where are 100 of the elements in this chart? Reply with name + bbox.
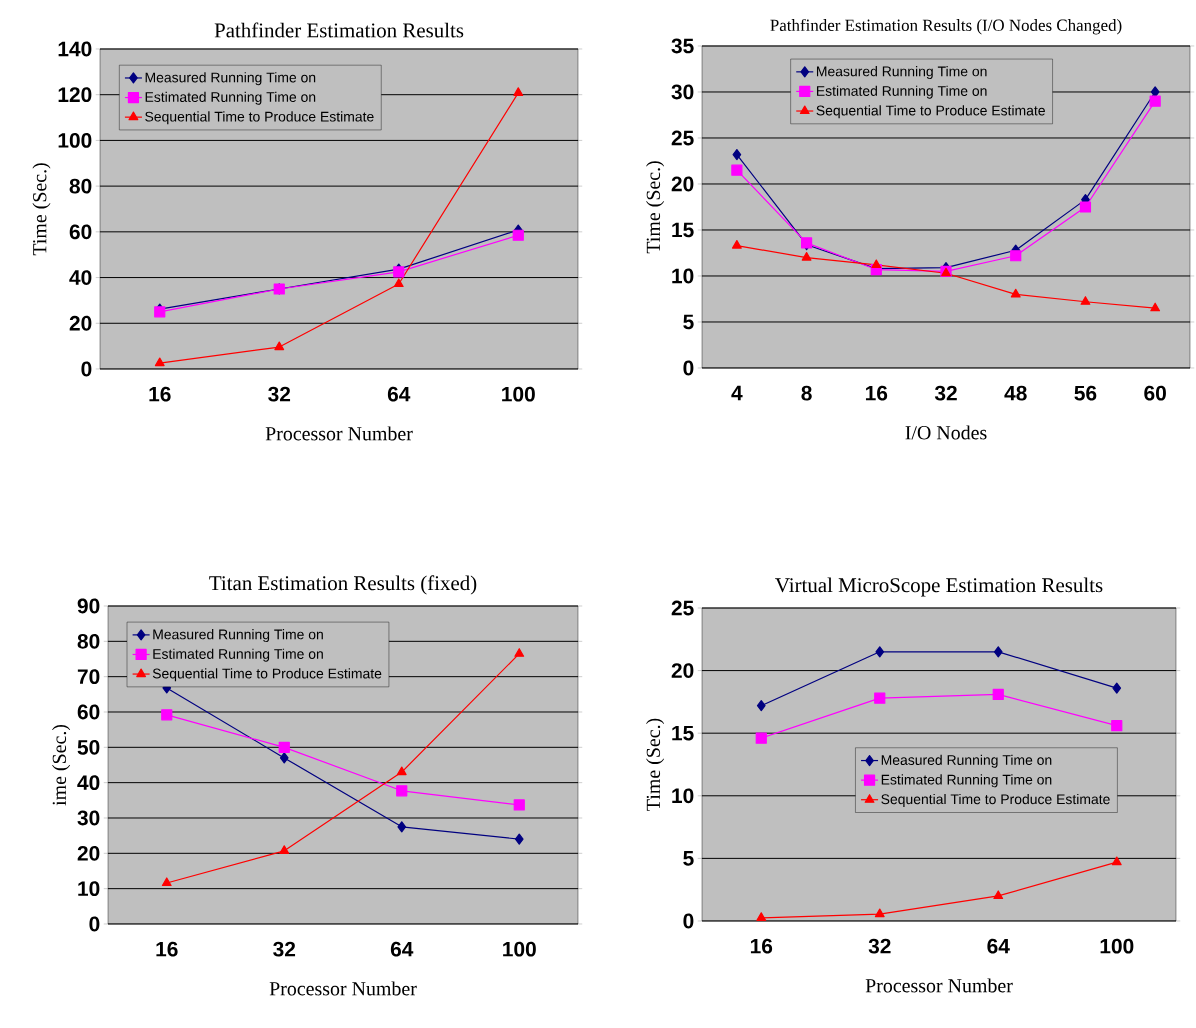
legend-label: Estimated Running Time on [153, 648, 323, 662]
point [513, 87, 524, 96]
y-tick-label: 140 [58, 41, 92, 57]
point [993, 890, 1004, 900]
x-tick-label: 16 [156, 941, 178, 957]
point [874, 692, 886, 704]
y-tick-label: 10 [672, 268, 694, 284]
y-tick-label: 25 [671, 130, 694, 146]
point [1150, 302, 1161, 312]
point [514, 648, 525, 657]
y-tick-label: 5 [683, 314, 694, 330]
point [1111, 720, 1123, 732]
y-tick-label: 5 [683, 851, 694, 866]
y-tick-label: 10 [672, 788, 694, 804]
x-tick-label: 16 [149, 386, 171, 402]
point [279, 845, 290, 854]
x-tick-label: 16 [865, 385, 888, 401]
x-axis-title: I/O Nodes [905, 425, 987, 440]
legend-label: Measured Running Time on [145, 72, 316, 86]
y-axis-title: Time (Sec.) [646, 718, 665, 811]
point [514, 833, 524, 845]
y-tick-label: 15 [672, 725, 694, 741]
point [396, 766, 407, 776]
point [731, 164, 743, 176]
point [993, 646, 1003, 658]
point [732, 148, 742, 161]
y-tick-label: 30 [77, 810, 100, 826]
point [161, 709, 173, 721]
chart-title: Pathfinder Estimation Results (I/O Nodes Changed) [770, 18, 1122, 35]
point [397, 821, 407, 833]
legend-label: Measured Running Time on [881, 754, 1052, 768]
point [756, 912, 767, 921]
legend-label: Measured Running Time on [153, 629, 323, 643]
point [992, 688, 1004, 700]
point [1080, 296, 1091, 305]
chart-title: Pathfinder Estimation Results [214, 22, 464, 38]
y-tick-label: 60 [69, 224, 92, 240]
x-tick-label: 100 [502, 386, 535, 402]
y-tick-label: 15 [672, 222, 694, 238]
y-tick-label: 50 [77, 739, 100, 755]
x-axis-title: Processor Number [269, 981, 417, 996]
point [755, 732, 767, 744]
x-tick-label: 64 [390, 941, 414, 957]
y-tick-label: 30 [671, 84, 694, 100]
x-tick-label: 100 [1100, 938, 1134, 954]
legend-label: Sequential Time to Produce Estimate [816, 105, 1045, 119]
y-tick-label: 20 [69, 315, 92, 331]
legend-label: Sequential Time to Produce Estimate [152, 668, 382, 682]
x-tick-label: 16 [750, 938, 773, 954]
x-tick-label: 8 [801, 385, 812, 401]
y-tick-label: 100 [58, 133, 92, 148]
y-tick-label: 0 [89, 916, 100, 932]
y-tick-label: 120 [58, 87, 92, 103]
point [1150, 86, 1160, 98]
x-tick-label: 4 [731, 385, 743, 401]
y-tick-label: 20 [77, 845, 100, 861]
point [1112, 682, 1122, 694]
point [278, 741, 290, 753]
point [513, 799, 525, 811]
chart-title: Virtual MicroScope Estimation Results [775, 577, 1103, 597]
point [1079, 201, 1092, 213]
x-axis-title: Processor Number [865, 978, 1013, 993]
x-tick-label: 100 [503, 941, 536, 957]
point [731, 240, 742, 249]
y-tick-label: 80 [69, 178, 92, 194]
x-tick-label: 60 [1144, 385, 1166, 401]
point [1111, 856, 1122, 866]
point [756, 700, 766, 712]
legend-label: Estimated Running Time on [881, 774, 1052, 788]
y-tick-label: 20 [671, 176, 694, 192]
chart-title: Titan Estimation Results (fixed) [209, 575, 477, 595]
y-tick-label: 20 [671, 663, 694, 678]
x-tick-label: 32 [868, 938, 891, 954]
point [874, 908, 885, 918]
point [512, 229, 524, 241]
point [871, 259, 882, 269]
x-axis-title: Processor Number [265, 426, 413, 441]
point [1149, 95, 1161, 107]
point [1010, 250, 1022, 262]
point [154, 357, 165, 367]
y-tick-label: 10 [78, 881, 100, 897]
point [396, 785, 408, 797]
y-axis-title: Time (Sec.) [32, 163, 51, 256]
y-tick-label: 40 [77, 775, 100, 791]
x-tick-label: 32 [934, 385, 957, 401]
point [393, 278, 404, 288]
y-tick-label: 35 [671, 38, 694, 54]
point [161, 877, 172, 887]
point [274, 341, 285, 351]
y-tick-label: 70 [77, 669, 100, 685]
y-tick-label: 40 [69, 270, 92, 285]
x-tick-label: 48 [1004, 385, 1027, 401]
y-axis-title: Time (Sec.) [646, 161, 665, 254]
y-tick-label: 0 [683, 913, 694, 929]
legend-label: Sequential Time to Produce Estimate [145, 111, 374, 125]
y-tick-label: 80 [77, 633, 100, 649]
y-tick-label: 0 [81, 361, 92, 377]
legend-label: Measured Running Time on [816, 66, 987, 80]
y-tick-label: 60 [77, 704, 100, 720]
point [875, 646, 885, 658]
